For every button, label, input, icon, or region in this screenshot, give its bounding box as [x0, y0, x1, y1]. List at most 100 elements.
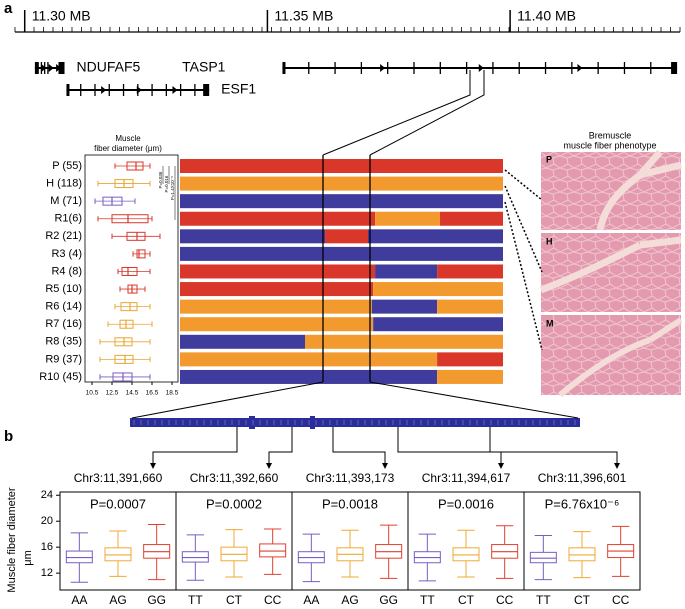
box [259, 543, 287, 558]
category-label: R10 (45) [39, 371, 82, 383]
haplotype-segment [437, 369, 503, 384]
snp-connector [152, 427, 238, 466]
arrow-head [266, 463, 272, 469]
x-tick-label: 14.5 [126, 390, 139, 397]
category-label: CT [574, 593, 591, 607]
x-tick-label: 18.5 [166, 390, 179, 397]
haplotype-segment [180, 159, 503, 173]
micrograph-title: muscle fiber phenotype [563, 140, 656, 150]
exon [671, 62, 678, 74]
haplotype-segment [180, 194, 503, 209]
snp-marker [310, 416, 315, 429]
snp-connector [489, 427, 618, 466]
box [181, 551, 209, 563]
haplotype-segment [437, 299, 503, 314]
exon [282, 62, 286, 74]
haplotype-segment [180, 334, 306, 349]
x-tick-label: 16.5 [146, 390, 159, 397]
haplotype-segment [180, 176, 503, 191]
category-label: R7 (16) [45, 318, 82, 330]
strand-arrow [136, 86, 142, 94]
y-tick-label: 24 [41, 489, 53, 501]
category-label: AG [109, 593, 126, 607]
category-label: AG [341, 593, 358, 607]
p-value: P=0.0016 [438, 496, 494, 511]
snp-label: Chr3:11,396,601 [538, 471, 627, 485]
haplotype-segment [375, 264, 438, 279]
y-tick-label: 20 [41, 515, 53, 527]
haplotype-segment [367, 229, 503, 244]
y-tick-label: 16 [41, 541, 53, 553]
arrow-head [614, 463, 620, 469]
snp-bar [130, 418, 580, 427]
x-tick-label: 10.5 [86, 390, 99, 397]
category-label: TT [188, 593, 203, 607]
box [126, 161, 144, 171]
category-label: R8 (35) [45, 336, 82, 348]
haplotype-segment [180, 317, 374, 332]
tissue-streak [539, 236, 682, 294]
annotation: P=1.4X10⁻⁵ [170, 176, 175, 200]
category-label: R1(6) [54, 213, 82, 225]
p-value: P=6.76x10⁻⁶ [545, 496, 620, 511]
region-lines [322, 155, 371, 382]
y-axis-label: Muscle fiber diameter [6, 487, 18, 592]
category-label: R2 (21) [45, 230, 82, 242]
tissue-streak [596, 149, 682, 231]
zoom-lines [131, 381, 579, 419]
haplotype-segment [371, 299, 438, 314]
category-label: CC [264, 593, 282, 607]
gene-label: NDUFAF5 [77, 59, 141, 75]
haplotype-segment [325, 229, 368, 244]
strand-arrow [172, 86, 178, 94]
category-label: TT [536, 593, 551, 607]
box [568, 547, 596, 562]
haplotype-segment [375, 211, 441, 226]
exon [58, 62, 65, 74]
p-value: P=0.0007 [90, 496, 146, 511]
box [104, 547, 132, 562]
category-label: CT [458, 593, 475, 607]
haplotype-segment [180, 369, 438, 384]
category-label: CC [612, 593, 630, 607]
category-label: R4 (8) [51, 265, 82, 277]
box [452, 547, 480, 562]
box [120, 302, 138, 312]
snp-label: Chr3:11,392,660 [190, 471, 279, 485]
haplotype-segment [180, 229, 326, 244]
box [136, 249, 146, 259]
strand-arrow [577, 64, 583, 72]
zoom-lines [322, 70, 485, 156]
strand-arrow [478, 64, 484, 72]
snp-connector [332, 427, 386, 466]
haplotype-segment [437, 352, 503, 367]
haplotype-segment [180, 299, 372, 314]
snp-label: Chr3:11,393,173 [306, 471, 395, 485]
micrographs [539, 149, 683, 398]
box [529, 551, 557, 564]
haplotype-segment [305, 334, 503, 349]
category-label: AA [71, 593, 87, 607]
strand-arrow [380, 64, 386, 72]
chart-title: fiber diameter (μm) [94, 144, 162, 153]
strand-arrow [56, 64, 62, 72]
haplotype-segment [373, 317, 503, 332]
annotation: P=0.036 [158, 171, 163, 188]
panel-label: b [4, 428, 13, 445]
micrograph [541, 152, 681, 230]
micrograph-label: P [546, 154, 552, 164]
category-label: R9 (37) [45, 353, 82, 365]
annotation: P=0.016 [164, 175, 169, 192]
category-label: AA [303, 593, 319, 607]
exon [203, 84, 210, 96]
haplotype-segment [437, 264, 503, 279]
snp-label: Chr3:11,391,660 [74, 471, 163, 485]
category-label: GG [379, 593, 398, 607]
snp-marker [249, 416, 255, 429]
box [126, 231, 146, 241]
x-tick-label: 11.30 MB [32, 8, 91, 24]
p-value: P=0.0018 [322, 496, 378, 511]
strand-arrow [41, 64, 47, 72]
strand-arrow [48, 64, 54, 72]
p-value: P=0.0002 [206, 496, 262, 511]
